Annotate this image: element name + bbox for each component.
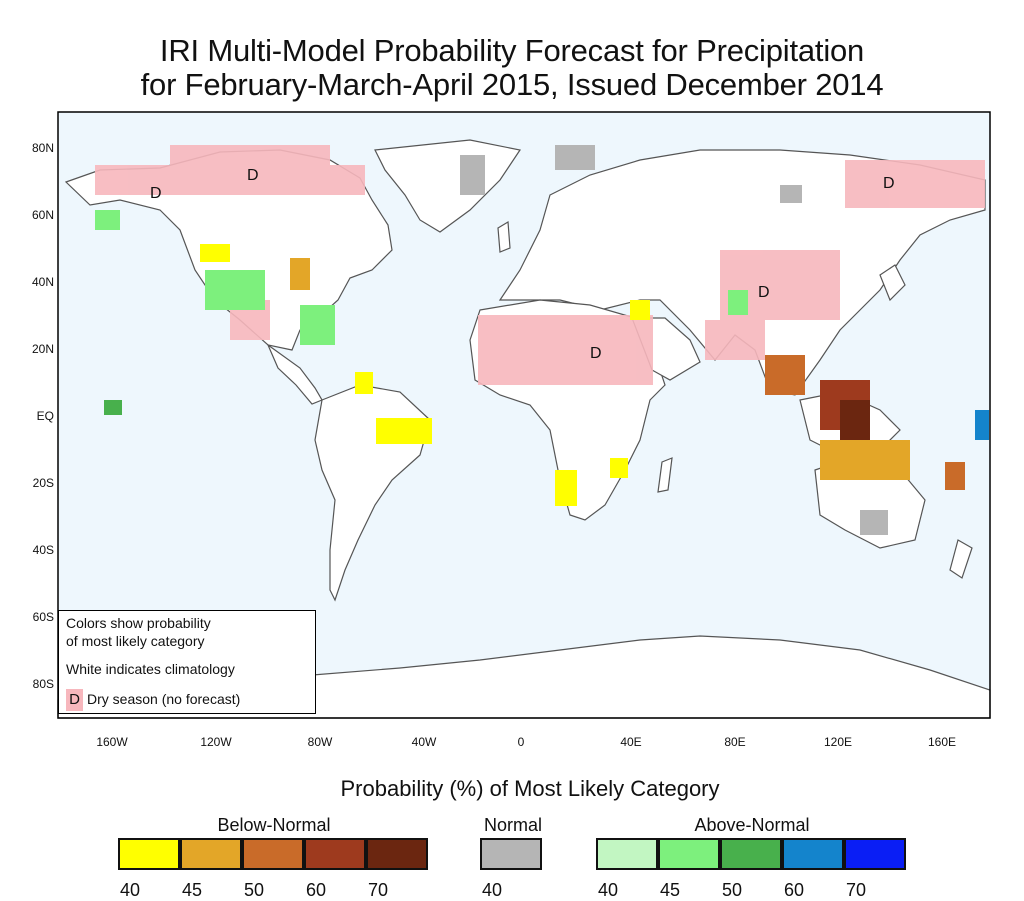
dry-marker-tibet: D <box>758 284 770 301</box>
lon-label-160w: 160W <box>96 735 128 749</box>
below-area-great-lakes <box>290 258 310 290</box>
legend-swatch-above-60 <box>782 838 844 870</box>
below-area-east-africa <box>610 458 628 478</box>
below-area-pacific <box>945 462 965 490</box>
note-line-2: of most likely category <box>66 633 205 649</box>
above-area-pacific-1 <box>104 400 122 415</box>
british-isles <box>497 220 511 253</box>
below-area-indonesia <box>840 400 870 440</box>
dry-season-letters: D D D D D <box>150 167 895 362</box>
lon-label-80e: 80E <box>724 735 746 749</box>
madagascar <box>657 457 673 493</box>
legend-normal-label: Normal <box>483 815 542 835</box>
lon-label-40e: 40E <box>620 735 642 749</box>
above-area-pacific-2 <box>975 410 989 440</box>
lon-label-40w: 40W <box>411 735 437 749</box>
dry-area-siberia <box>845 160 985 208</box>
note-line-1: Colors show probability <box>66 615 211 631</box>
dry-marker-sahara: D <box>590 345 602 362</box>
legend-tick-above-60: 60 <box>784 880 805 900</box>
central-america <box>266 343 323 405</box>
new-zealand <box>949 539 973 579</box>
legend-tick-below-40: 40 <box>120 880 141 900</box>
above-area-himalaya <box>728 290 748 315</box>
lat-label-20s: 20S <box>32 476 54 490</box>
legend-above-normal-label: Above-Normal <box>694 815 810 835</box>
map-note-box: Colors show probability of most likely c… <box>58 610 316 714</box>
normal-area-siberia <box>780 185 802 203</box>
legend-swatch-above-70 <box>844 838 906 870</box>
legend-swatch-below-70 <box>366 838 428 870</box>
lat-label-20n: 20N <box>31 342 54 356</box>
legend-tick-above-40: 40 <box>598 880 619 900</box>
below-area-amazon <box>376 418 432 444</box>
dry-area-india <box>705 320 765 360</box>
below-area-north-australia <box>820 440 910 480</box>
lat-label-60s: 60S <box>32 610 54 624</box>
dry-area-sahara <box>478 315 653 385</box>
legend-tick-below-45: 45 <box>182 880 203 900</box>
lon-label-120e: 120E <box>823 735 853 749</box>
legend-swatch-below-60 <box>304 838 366 870</box>
below-area-us-west <box>200 244 230 262</box>
legend-swatch-normal-40 <box>480 838 542 870</box>
map-frame <box>57 111 991 719</box>
below-normal-areas <box>200 244 965 506</box>
dry-marker-alaska: D <box>150 185 162 202</box>
below-area-southern-africa <box>555 470 577 506</box>
legend-swatch-below-45 <box>180 838 242 870</box>
lon-label-80w: 80W <box>307 735 333 749</box>
dry-season-label: Dry season (no forecast) <box>87 691 241 707</box>
map-title-line-2: for February-March-April 2015, Issued De… <box>140 67 884 102</box>
note-line-3: White indicates climatology <box>66 661 235 677</box>
below-area-arabia <box>630 300 650 320</box>
normal-areas <box>460 145 888 535</box>
map-title-line-1: IRI Multi-Model Probability Forecast for… <box>159 33 865 68</box>
normal-area-scandinavia <box>555 145 595 170</box>
legend-tick-below-70: 70 <box>368 880 389 900</box>
above-area-southwest-us <box>205 270 265 310</box>
japan <box>879 264 906 302</box>
legend-swatch-below-40 <box>118 838 180 870</box>
lon-label-0: 0 <box>517 735 525 749</box>
legend-swatch-above-50 <box>720 838 782 870</box>
lat-label-40n: 40N <box>31 275 54 289</box>
above-normal-areas <box>95 210 989 440</box>
dry-season-areas <box>95 145 985 385</box>
legend-swatch-below-50 <box>242 838 304 870</box>
lat-label-40s: 40S <box>32 543 54 557</box>
dry-area-canada <box>170 145 330 173</box>
lon-label-160e: 160E <box>927 735 957 749</box>
normal-area-australia <box>860 510 888 535</box>
lon-label-120w: 120W <box>200 735 232 749</box>
legend-below-normal-label: Below-Normal <box>217 815 331 835</box>
legend-tick-normal-40: 40 <box>482 880 503 900</box>
legend-tick-below-60: 60 <box>306 880 327 900</box>
legend-tick-above-45: 45 <box>660 880 681 900</box>
lat-label-80n: 80N <box>31 141 54 155</box>
below-area-mainland-sea <box>765 355 805 395</box>
normal-area-greenland <box>460 155 485 195</box>
dry-season-swatch: D <box>66 689 83 711</box>
legend-tick-below-50: 50 <box>244 880 265 900</box>
dry-marker-canada: D <box>247 167 259 184</box>
below-area-caribbean <box>355 372 373 394</box>
legend-tick-above-50: 50 <box>722 880 743 900</box>
lat-label-eq: EQ <box>36 409 54 423</box>
legend-swatch-above-45 <box>658 838 720 870</box>
above-area-alaska <box>95 210 120 230</box>
legend-swatch-above-40 <box>596 838 658 870</box>
lat-label-60n: 60N <box>31 208 54 222</box>
dry-marker-siberia: D <box>883 175 895 192</box>
legend-title: Probability (%) of Most Likely Category <box>340 776 720 801</box>
legend-tick-above-70: 70 <box>846 880 867 900</box>
lat-label-80s: 80S <box>32 677 54 691</box>
above-area-gulf <box>300 305 335 345</box>
